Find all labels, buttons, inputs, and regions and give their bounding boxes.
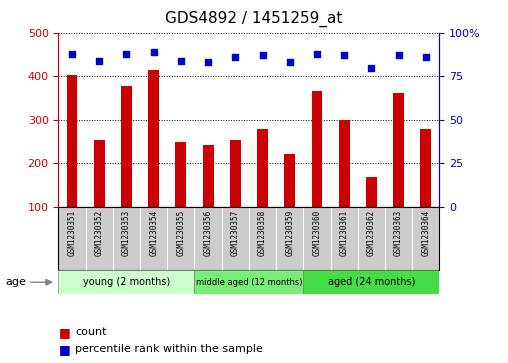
Text: middle aged (12 months): middle aged (12 months)	[196, 278, 302, 287]
Text: GSM1230356: GSM1230356	[204, 210, 213, 256]
Bar	[339, 120, 350, 207]
FancyBboxPatch shape	[195, 270, 303, 294]
Point	[259, 52, 267, 58]
Bar	[421, 129, 431, 207]
Text: GSM1230358: GSM1230358	[258, 210, 267, 256]
Text: GDS4892 / 1451259_at: GDS4892 / 1451259_at	[165, 11, 343, 27]
Point	[422, 54, 430, 60]
Text: GSM1230352: GSM1230352	[94, 210, 104, 256]
Text: GSM1230364: GSM1230364	[421, 210, 430, 256]
Text: GSM1230357: GSM1230357	[231, 210, 240, 256]
Bar	[203, 144, 213, 207]
Point	[68, 51, 76, 57]
Text: GSM1230355: GSM1230355	[176, 210, 185, 256]
Point	[231, 54, 239, 60]
Text: GSM1230353: GSM1230353	[122, 210, 131, 256]
Point	[150, 49, 158, 55]
Text: young (2 months): young (2 months)	[83, 277, 170, 287]
Bar	[311, 91, 323, 207]
Text: percentile rank within the sample: percentile rank within the sample	[75, 344, 263, 354]
Bar	[284, 154, 295, 207]
Text: GSM1230360: GSM1230360	[312, 210, 322, 256]
Text: GSM1230359: GSM1230359	[285, 210, 294, 256]
Text: GSM1230362: GSM1230362	[367, 210, 376, 256]
Text: GSM1230354: GSM1230354	[149, 210, 158, 256]
Bar	[67, 75, 78, 207]
Text: count: count	[75, 327, 107, 337]
Bar	[175, 142, 186, 207]
Point	[122, 51, 131, 57]
Text: age: age	[5, 277, 26, 287]
Text: ■: ■	[58, 343, 70, 356]
Bar	[94, 140, 105, 207]
Point	[395, 52, 403, 58]
Bar	[230, 140, 241, 207]
Point	[177, 58, 185, 64]
Point	[285, 60, 294, 65]
FancyBboxPatch shape	[58, 270, 195, 294]
Text: GSM1230361: GSM1230361	[340, 210, 348, 256]
Point	[313, 51, 321, 57]
Text: GSM1230351: GSM1230351	[68, 210, 77, 256]
Bar	[148, 70, 159, 207]
Point	[204, 60, 212, 65]
Point	[367, 65, 375, 70]
FancyBboxPatch shape	[303, 270, 439, 294]
Text: ■: ■	[58, 326, 70, 339]
Bar	[121, 86, 132, 207]
Bar	[257, 129, 268, 207]
Point	[95, 58, 103, 64]
Text: aged (24 months): aged (24 months)	[328, 277, 415, 287]
Bar	[366, 177, 377, 207]
Point	[340, 52, 348, 58]
Bar	[393, 93, 404, 207]
Text: GSM1230363: GSM1230363	[394, 210, 403, 256]
